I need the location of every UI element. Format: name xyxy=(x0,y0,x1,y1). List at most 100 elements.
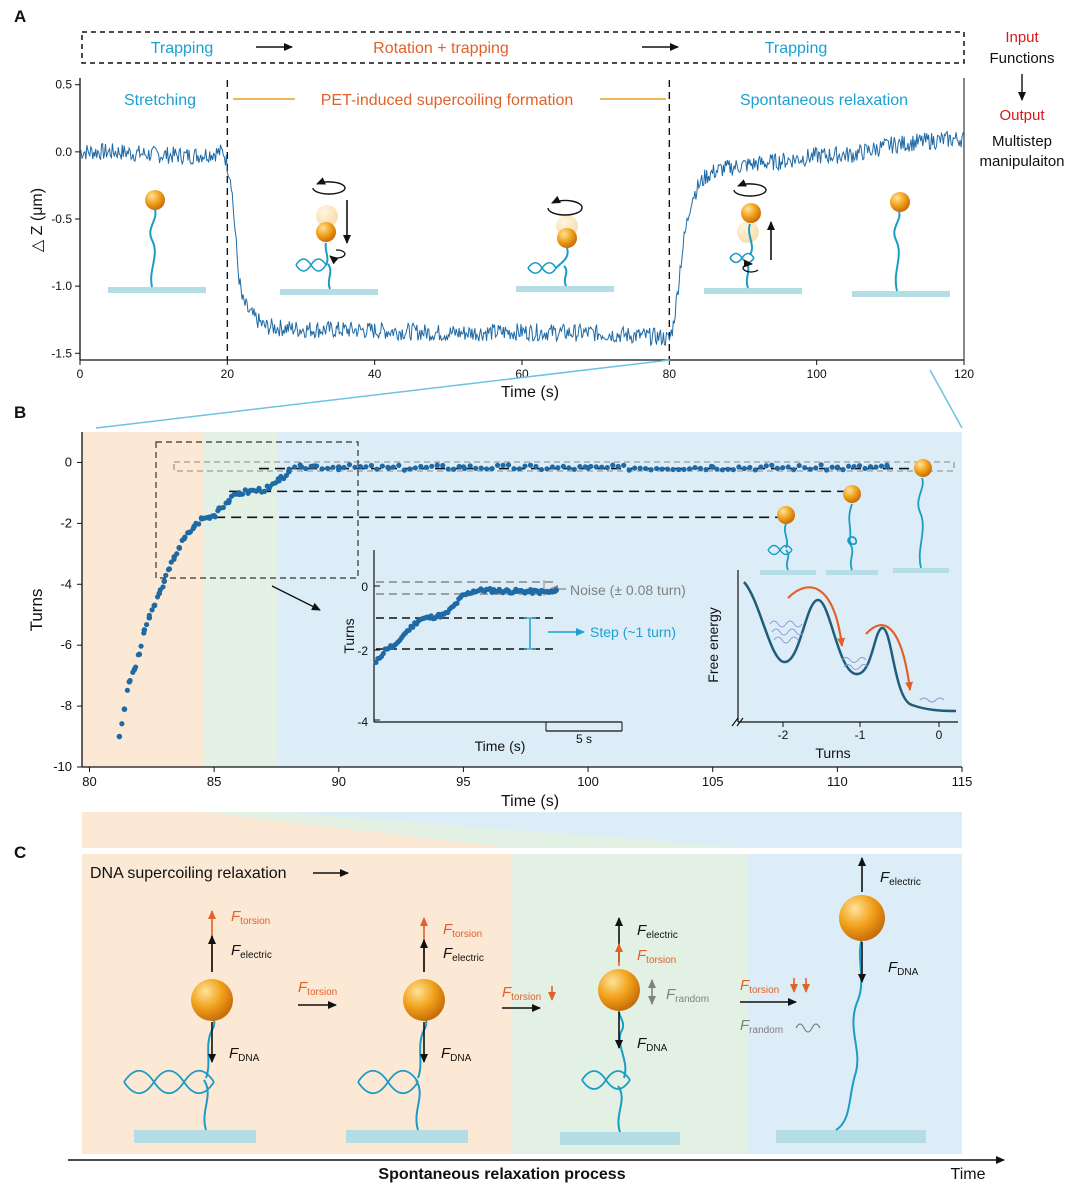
functions-label: Functions xyxy=(989,50,1054,67)
data-point xyxy=(390,464,396,470)
data-point xyxy=(659,466,665,472)
inset1-ytick-0: 0 xyxy=(361,580,368,594)
stage-4: Felectric FDNA xyxy=(776,857,926,1143)
x-tick-label: 90 xyxy=(332,774,346,789)
svg-text:Felectric: Felectric xyxy=(443,945,484,964)
inset1-ytick-2: -2 xyxy=(357,644,368,658)
data-point xyxy=(335,467,342,473)
force-label: F xyxy=(231,942,241,959)
force-label: F xyxy=(637,947,647,964)
data-point xyxy=(527,462,534,468)
data-point xyxy=(780,465,786,471)
phase-stretching: Stretching xyxy=(124,92,196,109)
data-point xyxy=(163,572,169,578)
data-point xyxy=(242,487,248,493)
protocol-box xyxy=(81,31,965,64)
transition-band-peach xyxy=(82,812,512,848)
data-point xyxy=(127,677,133,684)
c-title: DNA supercoiling relaxation xyxy=(90,865,287,882)
data-point xyxy=(303,465,309,472)
svg-text:Ftorsion: Ftorsion xyxy=(231,908,270,927)
input-label: Input xyxy=(1005,29,1039,46)
data-point xyxy=(357,464,364,470)
data-point xyxy=(141,630,147,636)
data-point xyxy=(505,462,512,468)
data-point xyxy=(670,466,676,473)
inset2-xlabel: Turns xyxy=(815,745,850,761)
svg-text:Ftorsion: Ftorsion xyxy=(502,984,541,1003)
force-label: F xyxy=(441,1045,451,1062)
data-point xyxy=(407,466,413,472)
energy-coil-2 xyxy=(841,657,869,670)
data-point xyxy=(478,465,484,471)
data-point xyxy=(500,462,506,468)
data-point xyxy=(451,466,457,472)
data-point xyxy=(226,499,232,506)
inset2-xtick-m1: -1 xyxy=(855,728,866,742)
data-point xyxy=(154,594,161,600)
data-point xyxy=(143,621,150,628)
transition-1: Ftorsion xyxy=(298,979,337,1009)
svg-text:Felectric: Felectric xyxy=(880,869,921,888)
inset1-ytick-4: -4 xyxy=(357,715,368,729)
svg-text:FDNA: FDNA xyxy=(229,1045,260,1064)
x-tick-label: 100 xyxy=(577,774,599,789)
data-point xyxy=(171,556,177,562)
phase-relaxation: Spontaneous relaxation xyxy=(740,92,908,109)
data-point xyxy=(165,567,172,573)
data-point xyxy=(467,463,473,469)
data-point xyxy=(725,466,731,472)
data-point xyxy=(220,504,226,511)
protocol-rotation: Rotation + trapping xyxy=(373,40,509,57)
data-point xyxy=(763,463,769,469)
force-sub: torsion xyxy=(749,985,779,996)
data-point xyxy=(544,466,550,472)
x-tick-label: 80 xyxy=(82,774,96,789)
y-tick-label: -1.5 xyxy=(51,346,72,360)
data-point xyxy=(873,464,879,470)
inset-zoom: 0 -2 -4 Turns Time (s) 5 s Noise (± 0.08… xyxy=(341,550,686,754)
data-point xyxy=(511,466,517,472)
data-point xyxy=(132,664,139,670)
data-point xyxy=(747,464,753,471)
data-point xyxy=(146,612,152,618)
x-tick-label: 105 xyxy=(702,774,724,789)
data-point xyxy=(116,733,123,740)
data-point xyxy=(599,464,605,470)
data-point xyxy=(239,491,246,497)
data-point xyxy=(292,464,298,470)
data-point xyxy=(256,485,262,491)
data-point xyxy=(440,462,446,469)
data-point xyxy=(368,462,375,469)
inset1-scalebar-label: 5 s xyxy=(576,732,592,746)
data-point xyxy=(791,467,797,473)
data-point xyxy=(272,480,279,486)
zoom-box-arrow xyxy=(271,585,321,611)
data-point xyxy=(632,465,638,471)
data-point xyxy=(571,466,577,472)
data-point xyxy=(648,467,654,473)
panel-b-letter: B xyxy=(14,403,26,422)
transition-2: Ftorsion xyxy=(502,984,556,1012)
data-point xyxy=(774,465,780,471)
illustration-stretched-1 xyxy=(108,190,206,293)
force-label: F xyxy=(637,1035,647,1052)
series-line xyxy=(79,130,965,347)
y-tick-label: -1.0 xyxy=(51,279,72,293)
data-point xyxy=(522,463,528,469)
data-point xyxy=(719,467,726,473)
force-label: F xyxy=(740,1017,750,1034)
svg-text:Frandom: Frandom xyxy=(666,986,709,1005)
force-label: F xyxy=(231,908,241,925)
energy-coil-1 xyxy=(769,620,805,644)
process-axis-label: Spontaneous relaxation process xyxy=(378,1166,625,1183)
data-point xyxy=(741,465,747,472)
data-point xyxy=(785,464,791,470)
data-point xyxy=(708,463,715,469)
inset1-xlabel: Time (s) xyxy=(475,738,526,754)
inset-data-point xyxy=(373,659,379,666)
data-point xyxy=(149,607,155,613)
y-tick-label: -8 xyxy=(60,698,72,713)
svg-text:Ftorsion: Ftorsion xyxy=(443,921,482,940)
illustration-supercoil-2 xyxy=(516,195,614,292)
